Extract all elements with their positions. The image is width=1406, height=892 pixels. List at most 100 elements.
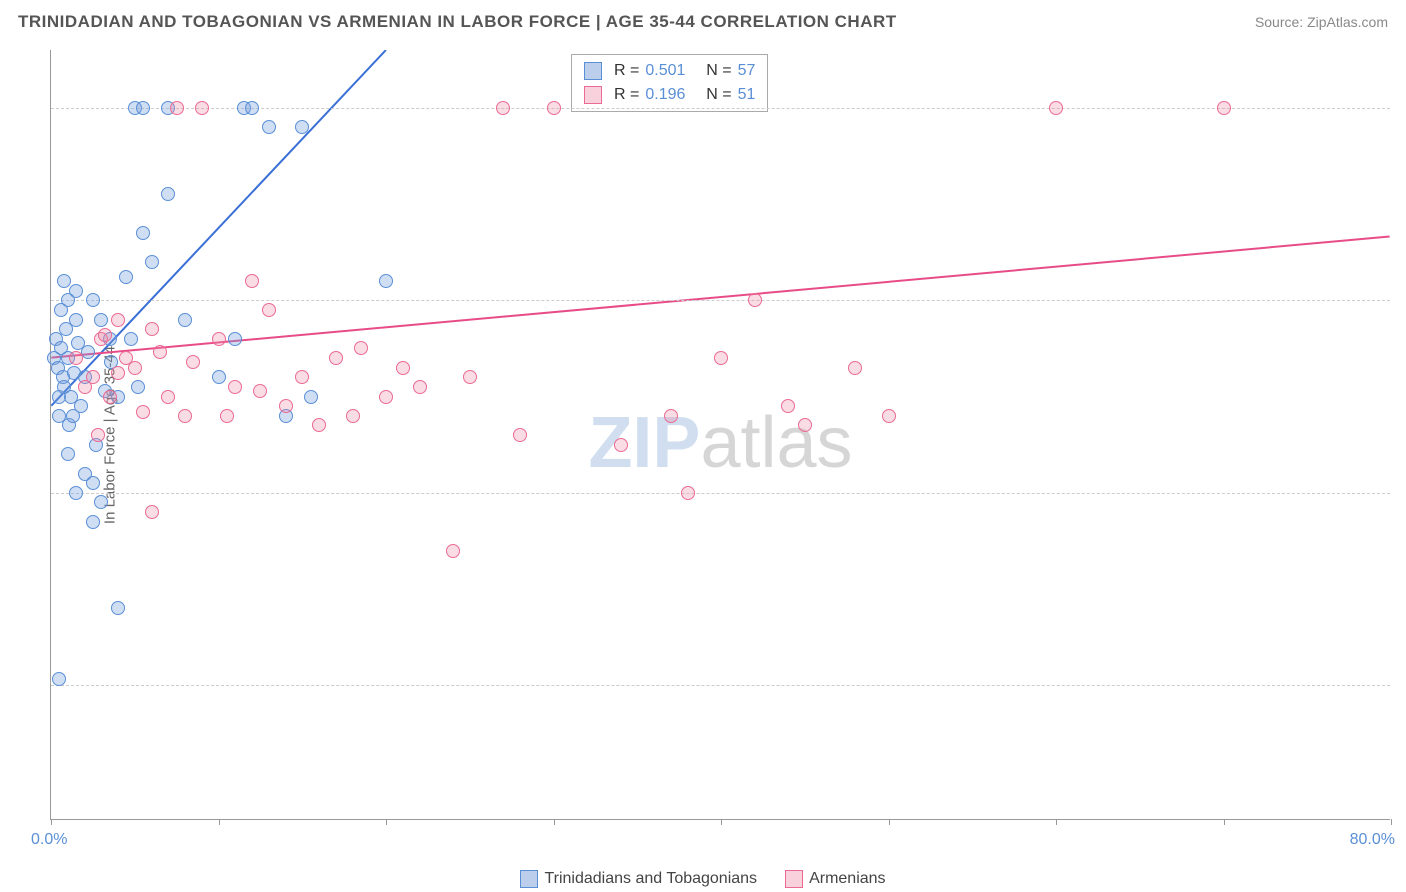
scatter-point — [186, 355, 200, 369]
scatter-point — [681, 486, 695, 500]
scatter-point — [379, 390, 393, 404]
scatter-point — [798, 418, 812, 432]
watermark: ZIPatlas — [588, 402, 852, 484]
scatter-point — [228, 332, 242, 346]
scatter-point — [111, 313, 125, 327]
scatter-point — [547, 101, 561, 115]
legend-marker-icon — [584, 86, 602, 104]
watermark-zip: ZIP — [588, 403, 700, 483]
r-label: R = — [614, 83, 639, 107]
scatter-point — [86, 293, 100, 307]
x-tick — [219, 819, 220, 825]
y-tick-label: 100.0% — [1400, 99, 1406, 117]
scatter-point — [94, 495, 108, 509]
scatter-point — [69, 351, 83, 365]
scatter-point — [86, 476, 100, 490]
x-tick-label: 80.0% — [1350, 831, 1395, 849]
watermark-atlas: atlas — [700, 403, 852, 483]
scatter-point — [145, 505, 159, 519]
scatter-point — [128, 361, 142, 375]
scatter-point — [1217, 101, 1231, 115]
stats-row: R =0.196 N =51 — [584, 83, 755, 107]
stats-legend-box: R =0.501 N =57R =0.196 N =51 — [571, 54, 768, 112]
scatter-point — [228, 380, 242, 394]
scatter-point — [295, 370, 309, 384]
scatter-point — [781, 399, 795, 413]
scatter-point — [396, 361, 410, 375]
gridline-h — [51, 493, 1390, 494]
scatter-point — [52, 409, 66, 423]
scatter-point — [295, 120, 309, 134]
scatter-point — [195, 101, 209, 115]
scatter-point — [111, 366, 125, 380]
chart-header: TRINIDADIAN AND TOBAGONIAN VS ARMENIAN I… — [18, 12, 1388, 32]
n-label: N = — [706, 83, 731, 107]
n-value: 57 — [738, 59, 756, 83]
y-tick-label: 90.0% — [1400, 291, 1406, 309]
scatter-point — [131, 380, 145, 394]
r-label: R = — [614, 59, 639, 83]
x-tick — [721, 819, 722, 825]
scatter-point — [848, 361, 862, 375]
scatter-point — [1049, 101, 1063, 115]
x-tick — [51, 819, 52, 825]
scatter-point — [253, 384, 267, 398]
scatter-point — [94, 313, 108, 327]
legend-marker-icon — [520, 870, 538, 888]
scatter-point — [212, 370, 226, 384]
scatter-point — [463, 370, 477, 384]
scatter-point — [69, 486, 83, 500]
scatter-point — [748, 293, 762, 307]
chart-title: TRINIDADIAN AND TOBAGONIAN VS ARMENIAN I… — [18, 12, 897, 32]
bottom-legend: Trinidadians and TobagoniansArmenians — [0, 870, 1406, 888]
x-tick — [1224, 819, 1225, 825]
scatter-point — [614, 438, 628, 452]
scatter-point — [178, 313, 192, 327]
legend-label: Trinidadians and Tobagonians — [544, 870, 757, 887]
scatter-point — [262, 120, 276, 134]
plot-area: In Labor Force | Age 35-44 ZIPatlas R =0… — [50, 50, 1390, 820]
scatter-point — [86, 515, 100, 529]
scatter-point — [496, 101, 510, 115]
trendlines — [51, 50, 1390, 819]
scatter-point — [513, 428, 527, 442]
scatter-point — [145, 255, 159, 269]
legend-item: Trinidadians and Tobagonians — [520, 870, 757, 887]
scatter-point — [312, 418, 326, 432]
x-tick — [386, 819, 387, 825]
scatter-point — [329, 351, 343, 365]
r-value: 0.501 — [645, 59, 685, 83]
scatter-point — [98, 328, 112, 342]
scatter-point — [136, 226, 150, 240]
scatter-point — [57, 274, 71, 288]
scatter-point — [446, 544, 460, 558]
scatter-point — [86, 370, 100, 384]
scatter-point — [245, 274, 259, 288]
scatter-point — [346, 409, 360, 423]
scatter-point — [136, 405, 150, 419]
scatter-point — [103, 390, 117, 404]
scatter-point — [153, 345, 167, 359]
scatter-point — [664, 409, 678, 423]
scatter-point — [52, 672, 66, 686]
scatter-point — [111, 601, 125, 615]
x-tick-label: 0.0% — [31, 831, 67, 849]
trendline — [51, 236, 1389, 357]
scatter-point — [119, 270, 133, 284]
scatter-point — [161, 187, 175, 201]
scatter-point — [245, 101, 259, 115]
scatter-point — [178, 409, 192, 423]
scatter-point — [882, 409, 896, 423]
x-tick — [889, 819, 890, 825]
legend-marker-icon — [584, 62, 602, 80]
scatter-point — [145, 322, 159, 336]
y-tick-label: 70.0% — [1400, 676, 1406, 694]
y-tick-label: 80.0% — [1400, 484, 1406, 502]
scatter-point — [354, 341, 368, 355]
gridline-h — [51, 685, 1390, 686]
x-tick — [1056, 819, 1057, 825]
stats-row: R =0.501 N =57 — [584, 59, 755, 83]
scatter-point — [304, 390, 318, 404]
scatter-point — [161, 390, 175, 404]
x-tick — [1391, 819, 1392, 825]
